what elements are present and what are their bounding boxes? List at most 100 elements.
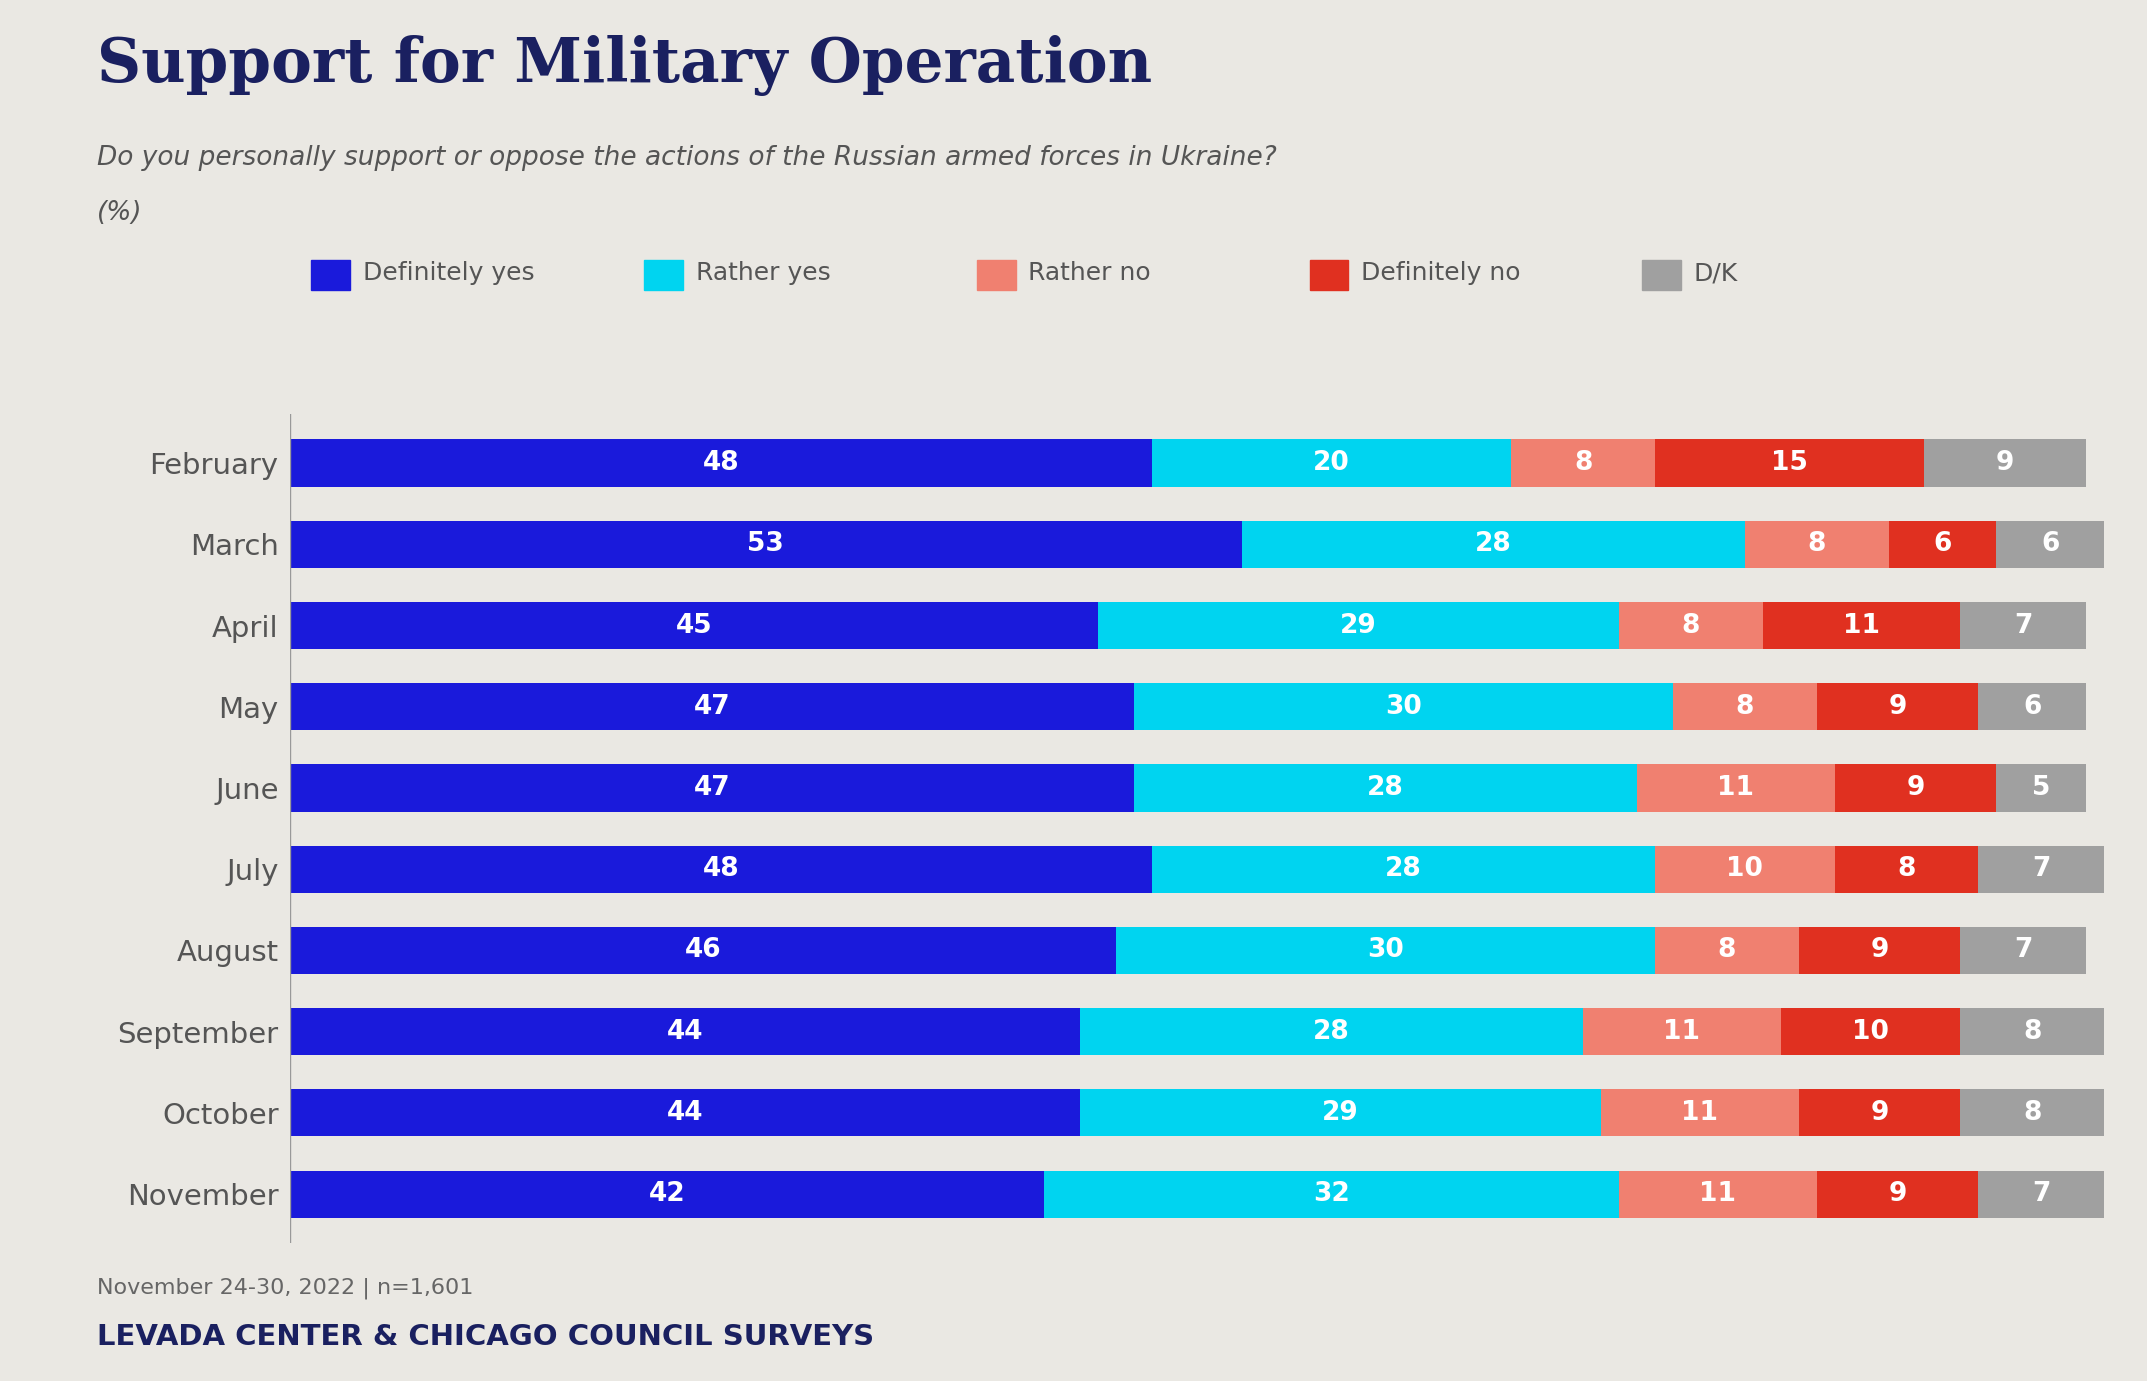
Bar [1619, 602, 1763, 649]
Text: Support for Military Operation: Support for Military Operation [97, 35, 1151, 95]
Bar [1673, 684, 1816, 731]
Bar [1134, 765, 1636, 812]
Text: 8: 8 [1718, 938, 1737, 964]
Bar [290, 1171, 1043, 1218]
Bar [1116, 927, 1655, 974]
Bar [1997, 765, 2087, 812]
Bar [1960, 927, 2087, 974]
Bar [1816, 684, 1977, 731]
Text: 47: 47 [693, 775, 730, 801]
Text: LEVADA CENTER & CHICAGO COUNCIL SURVEYS: LEVADA CENTER & CHICAGO COUNCIL SURVEYS [97, 1323, 874, 1351]
Bar [1816, 1171, 1977, 1218]
Text: 44: 44 [668, 1099, 704, 1126]
Bar [1241, 521, 1746, 568]
Bar [1977, 684, 2087, 731]
Text: 29: 29 [1323, 1099, 1359, 1126]
Text: 5: 5 [2031, 775, 2050, 801]
Bar [1763, 602, 1960, 649]
Bar [290, 1090, 1080, 1137]
Text: 11: 11 [1842, 613, 1881, 638]
Text: 11: 11 [1681, 1099, 1718, 1126]
Text: 11: 11 [1718, 775, 1754, 801]
Text: 9: 9 [1997, 450, 2014, 476]
Bar [290, 439, 1153, 486]
Bar [290, 845, 1153, 892]
Text: 8: 8 [1735, 693, 1754, 720]
Text: 6: 6 [2042, 532, 2059, 558]
Text: 10: 10 [1853, 1019, 1889, 1044]
Text: 32: 32 [1314, 1181, 1350, 1207]
Bar [1836, 845, 1977, 892]
Text: 53: 53 [747, 532, 784, 558]
Bar [290, 521, 1241, 568]
Bar [290, 765, 1134, 812]
Bar [1977, 845, 2104, 892]
Text: 15: 15 [1771, 450, 1808, 476]
Text: 28: 28 [1368, 775, 1404, 801]
Text: 8: 8 [2022, 1019, 2042, 1044]
Text: 48: 48 [702, 856, 739, 882]
Text: 9: 9 [1870, 1099, 1889, 1126]
Bar [1746, 521, 1889, 568]
Text: 11: 11 [1700, 1181, 1737, 1207]
Text: 48: 48 [702, 450, 739, 476]
Bar [290, 1008, 1080, 1055]
Bar [1153, 439, 1511, 486]
Bar [1924, 439, 2087, 486]
Bar [1619, 1171, 1816, 1218]
Text: 9: 9 [1889, 1181, 1907, 1207]
Text: 47: 47 [693, 693, 730, 720]
Bar [1977, 1171, 2104, 1218]
Bar [1134, 684, 1673, 731]
Bar [1655, 439, 1924, 486]
Bar [1960, 602, 2087, 649]
Bar [1799, 1090, 1960, 1137]
Bar [1997, 521, 2104, 568]
Text: 10: 10 [1726, 856, 1763, 882]
Text: 29: 29 [1340, 613, 1376, 638]
Text: 7: 7 [2031, 856, 2050, 882]
Text: 28: 28 [1314, 1019, 1350, 1044]
Text: 30: 30 [1368, 938, 1404, 964]
Bar [290, 684, 1134, 731]
Bar [1960, 1008, 2104, 1055]
Bar [1153, 845, 1655, 892]
Text: 46: 46 [685, 938, 721, 964]
Text: (%): (%) [97, 200, 142, 226]
Bar [290, 602, 1097, 649]
Text: 7: 7 [2014, 938, 2033, 964]
Text: 28: 28 [1385, 856, 1421, 882]
Bar [1080, 1008, 1582, 1055]
Text: 8: 8 [1574, 450, 1593, 476]
Text: 7: 7 [2014, 613, 2033, 638]
Text: 8: 8 [2022, 1099, 2042, 1126]
Bar [290, 927, 1116, 974]
Text: 9: 9 [1870, 938, 1889, 964]
Text: 9: 9 [1907, 775, 1924, 801]
Bar [1799, 927, 1960, 974]
Text: Rather yes: Rather yes [696, 261, 831, 286]
Bar [1836, 765, 1997, 812]
Text: 30: 30 [1385, 693, 1421, 720]
Text: Do you personally support or oppose the actions of the Russian armed forces in U: Do you personally support or oppose the … [97, 145, 1275, 171]
Bar [1097, 602, 1619, 649]
Text: 11: 11 [1664, 1019, 1700, 1044]
Text: Definitely no: Definitely no [1361, 261, 1520, 286]
Bar [1780, 1008, 1960, 1055]
Text: November 24-30, 2022 | n=1,601: November 24-30, 2022 | n=1,601 [97, 1277, 472, 1300]
Text: Definitely yes: Definitely yes [363, 261, 535, 286]
Bar [1889, 521, 1997, 568]
Text: 28: 28 [1475, 532, 1511, 558]
Text: 9: 9 [1889, 693, 1907, 720]
Bar [1080, 1090, 1602, 1137]
Text: 42: 42 [648, 1181, 685, 1207]
Bar [1511, 439, 1655, 486]
Text: 6: 6 [1932, 532, 1952, 558]
Text: 45: 45 [676, 613, 713, 638]
Text: Rather no: Rather no [1028, 261, 1151, 286]
Bar [1582, 1008, 1780, 1055]
Text: 7: 7 [2031, 1181, 2050, 1207]
Bar [1655, 927, 1799, 974]
Text: 6: 6 [2022, 693, 2042, 720]
Text: 8: 8 [1898, 856, 1915, 882]
